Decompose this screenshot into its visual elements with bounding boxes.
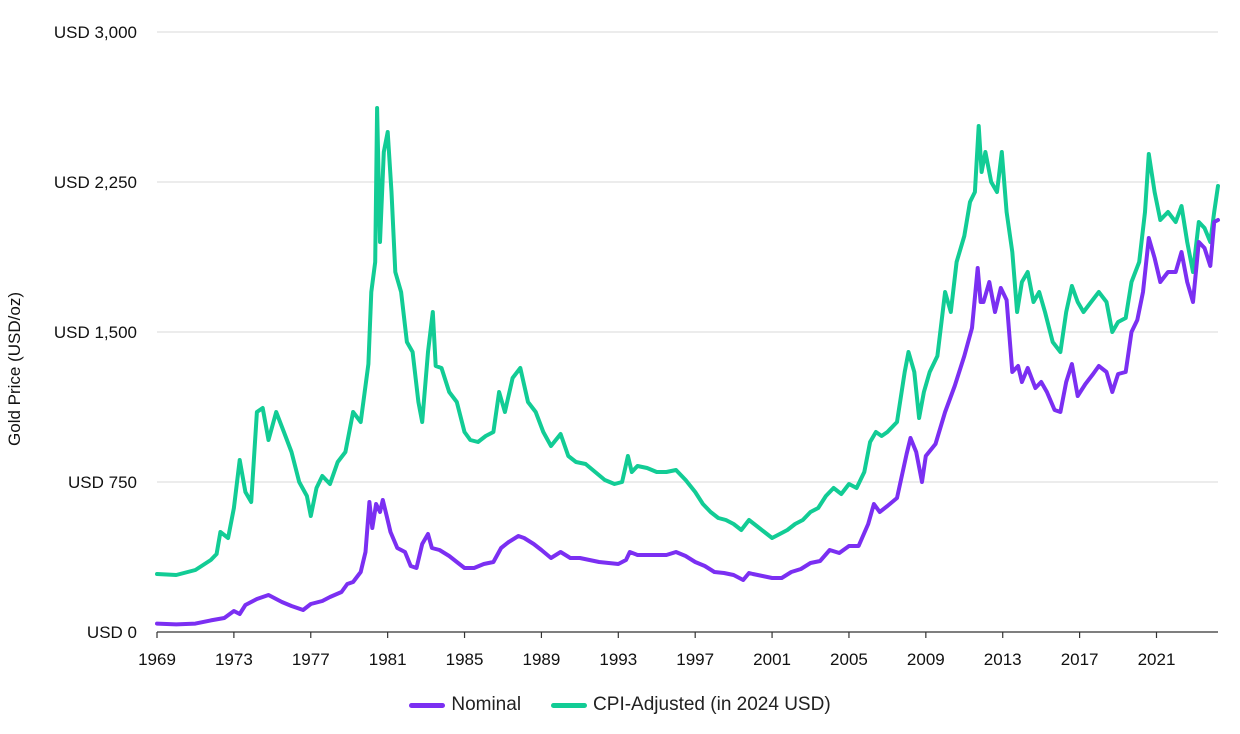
y-tick-label: USD 750: [68, 473, 137, 492]
y-tick-label: USD 2,250: [54, 173, 137, 192]
y-tick-label: USD 3,000: [54, 23, 137, 42]
x-tick-label: 1989: [523, 650, 561, 669]
x-tick-label: 1997: [676, 650, 714, 669]
x-tick-label: 2001: [753, 650, 791, 669]
x-tick-label: 2009: [907, 650, 945, 669]
x-tick-label: 1985: [446, 650, 484, 669]
series-lines: [155, 106, 1220, 627]
legend-swatch-nominal: [409, 702, 446, 708]
y-axis-tick-labels: USD 0 USD 750 USD 1,500 USD 2,250 USD 3,000: [54, 23, 137, 642]
legend: Nominal CPI-Adjusted (in 2024 USD): [0, 694, 1240, 716]
y-tick-label: USD 0: [87, 623, 137, 642]
legend-swatch-cpi-adjusted: [551, 702, 588, 708]
x-tick-label: 1977: [292, 650, 330, 669]
x-axis: 1969 1973 1977 1981 1985 1989 1993 1997 2001 2005…: [138, 631, 1218, 669]
x-tick-label: 2005: [830, 650, 868, 669]
x-tick-label: 1969: [138, 650, 176, 669]
x-tick-label: 1973: [215, 650, 253, 669]
x-tick-label: 2013: [984, 650, 1022, 669]
legend-item-nominal: Nominal: [409, 694, 521, 716]
legend-label-nominal: Nominal: [451, 694, 522, 715]
series-line-cpi-adjusted: [155, 106, 1220, 577]
legend-label-cpi-adjusted: CPI-Adjusted (in 2024 USD): [593, 694, 831, 715]
y-tick-label: USD 1,500: [54, 323, 137, 342]
x-tick-label: 1981: [369, 650, 407, 669]
legend-item-cpi-adjusted: CPI-Adjusted (in 2024 USD): [551, 694, 831, 716]
x-tick-label: 2021: [1138, 650, 1176, 669]
series-line-nominal: [155, 218, 1220, 627]
x-tick-label: 2017: [1061, 650, 1099, 669]
x-tick-label: 1993: [599, 650, 637, 669]
gridlines: [157, 31, 1218, 483]
y-axis-title: Gold Price (USD/oz): [5, 292, 24, 446]
